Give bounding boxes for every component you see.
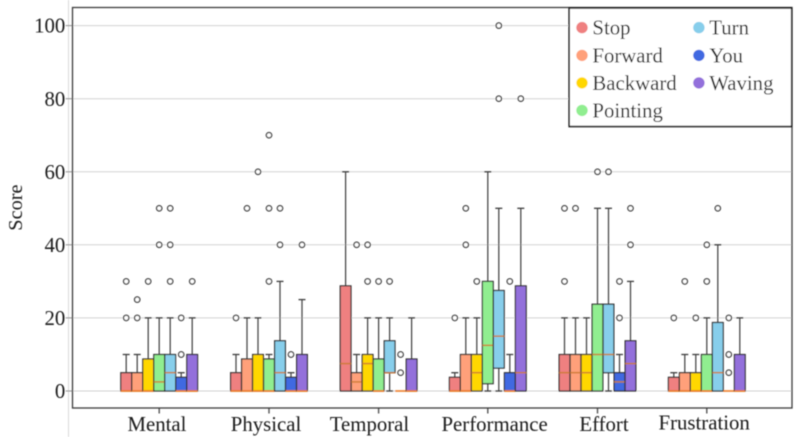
svg-text:20: 20 — [45, 307, 66, 330]
svg-text:Frustration: Frustration — [659, 412, 751, 435]
svg-text:Effort: Effort — [579, 413, 629, 436]
svg-text:Waving: Waving — [709, 72, 773, 95]
svg-text:80: 80 — [45, 88, 66, 111]
svg-text:Forward: Forward — [592, 44, 663, 67]
svg-text:Stop: Stop — [592, 17, 630, 40]
svg-text:0: 0 — [55, 380, 65, 403]
svg-text:Turn: Turn — [709, 17, 749, 40]
svg-text:You: You — [709, 44, 743, 67]
svg-text:Backward: Backward — [592, 72, 677, 95]
svg-text:Physical: Physical — [231, 413, 302, 436]
svg-text:Pointing: Pointing — [592, 99, 663, 122]
svg-text:Mental: Mental — [128, 413, 187, 436]
svg-text:Temporal: Temporal — [330, 413, 410, 436]
svg-text:40: 40 — [45, 234, 66, 257]
svg-text:100: 100 — [34, 15, 65, 38]
svg-text:Performance: Performance — [441, 413, 547, 436]
svg-text:Score: Score — [5, 185, 27, 231]
svg-text:60: 60 — [45, 161, 66, 184]
